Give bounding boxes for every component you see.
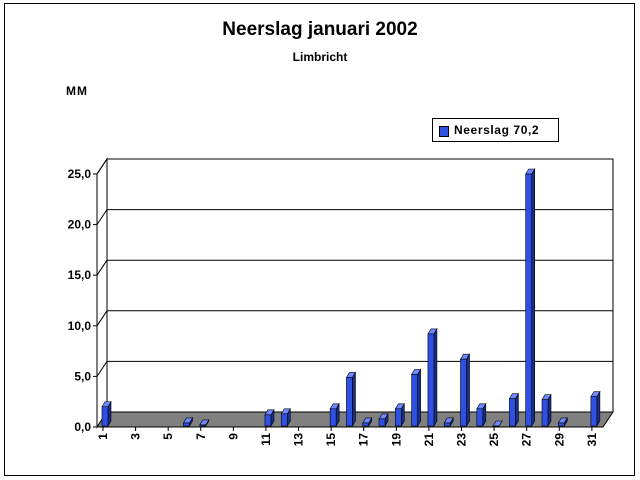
gridline-side <box>96 209 108 225</box>
bar <box>182 416 194 428</box>
bar <box>101 400 112 428</box>
bar <box>411 368 422 428</box>
bar-front <box>362 422 370 427</box>
side-wall <box>96 157 108 429</box>
bar <box>459 353 471 428</box>
bar-side <box>417 368 421 428</box>
bar <box>557 416 568 428</box>
bar-side <box>596 390 601 428</box>
y-tick-label: 20,0 <box>68 218 92 232</box>
y-tick-label: 0,0 <box>74 420 91 434</box>
chart-subtitle: Limbricht <box>292 50 348 64</box>
x-tick-label: 9 <box>226 433 240 440</box>
bar <box>443 416 454 428</box>
x-tick-label: 25 <box>487 433 501 447</box>
bar-front <box>329 408 337 427</box>
bar-side <box>515 392 519 428</box>
bar <box>541 393 552 428</box>
gridline-side <box>96 310 108 327</box>
bar-front <box>443 422 451 427</box>
bar-front <box>541 399 549 427</box>
x-tick-label: 1 <box>96 433 110 440</box>
bar-front <box>476 408 484 427</box>
bar-front <box>492 425 500 427</box>
y-tick-label: 25,0 <box>68 167 92 181</box>
gridline-side <box>96 361 108 377</box>
legend-label: Neerslag 70,2 <box>454 123 540 137</box>
x-tick-label: 5 <box>161 433 175 440</box>
bar <box>508 392 519 428</box>
x-tick-label: 29 <box>552 433 566 447</box>
bar-side <box>531 167 536 428</box>
x-tick-label: 15 <box>324 433 338 447</box>
bar <box>280 407 291 428</box>
bar-front <box>280 413 288 427</box>
bar <box>345 371 356 428</box>
bar <box>199 418 210 428</box>
bar-front <box>590 396 598 427</box>
bar-front <box>411 374 418 427</box>
x-tick-label: 19 <box>389 433 403 447</box>
bar <box>590 390 601 428</box>
bar-front <box>101 406 109 427</box>
x-tick-label: 13 <box>292 433 306 447</box>
legend-swatch <box>439 126 449 137</box>
x-tick-label: 23 <box>455 433 469 447</box>
x-tick-label: 11 <box>259 433 273 446</box>
x-tick-label: 27 <box>520 433 534 447</box>
bar-front <box>199 424 207 427</box>
bar-side <box>352 371 356 428</box>
chart-title: Neerslag januari 2002 <box>222 19 418 40</box>
bar <box>362 416 373 428</box>
bar <box>525 167 536 428</box>
gridline-side <box>96 158 108 175</box>
gridline-side <box>96 259 108 276</box>
bar <box>329 402 340 428</box>
bar <box>492 419 503 428</box>
x-tick-label: 31 <box>585 433 599 447</box>
bar <box>394 402 405 428</box>
y-tick-label: 15,0 <box>68 268 92 282</box>
bar <box>378 412 389 428</box>
bar-side <box>433 327 438 428</box>
x-tick-label: 3 <box>129 433 143 440</box>
x-tick-label: 7 <box>194 433 208 440</box>
y-axis-label: MM <box>66 84 88 98</box>
y-tick-label: 5,0 <box>74 369 91 383</box>
bar-front <box>346 377 353 427</box>
bar-side <box>466 353 470 428</box>
back-wall <box>106 158 614 413</box>
bar <box>476 402 487 428</box>
bar-front <box>427 333 435 427</box>
bar-front <box>395 408 402 427</box>
x-tick-label: 17 <box>357 433 371 447</box>
bar <box>427 327 438 428</box>
y-tick-label: 10,0 <box>68 319 92 333</box>
bar-front <box>525 173 533 427</box>
bar-front <box>557 422 565 427</box>
bar-front <box>378 418 386 427</box>
bar-front <box>509 398 516 427</box>
x-tick-label: 21 <box>422 433 436 447</box>
bar-front <box>183 422 190 427</box>
bar <box>264 408 275 428</box>
bar-front <box>460 358 467 427</box>
bar-front <box>264 414 272 427</box>
legend: Neerslag 70,2 <box>432 118 559 142</box>
